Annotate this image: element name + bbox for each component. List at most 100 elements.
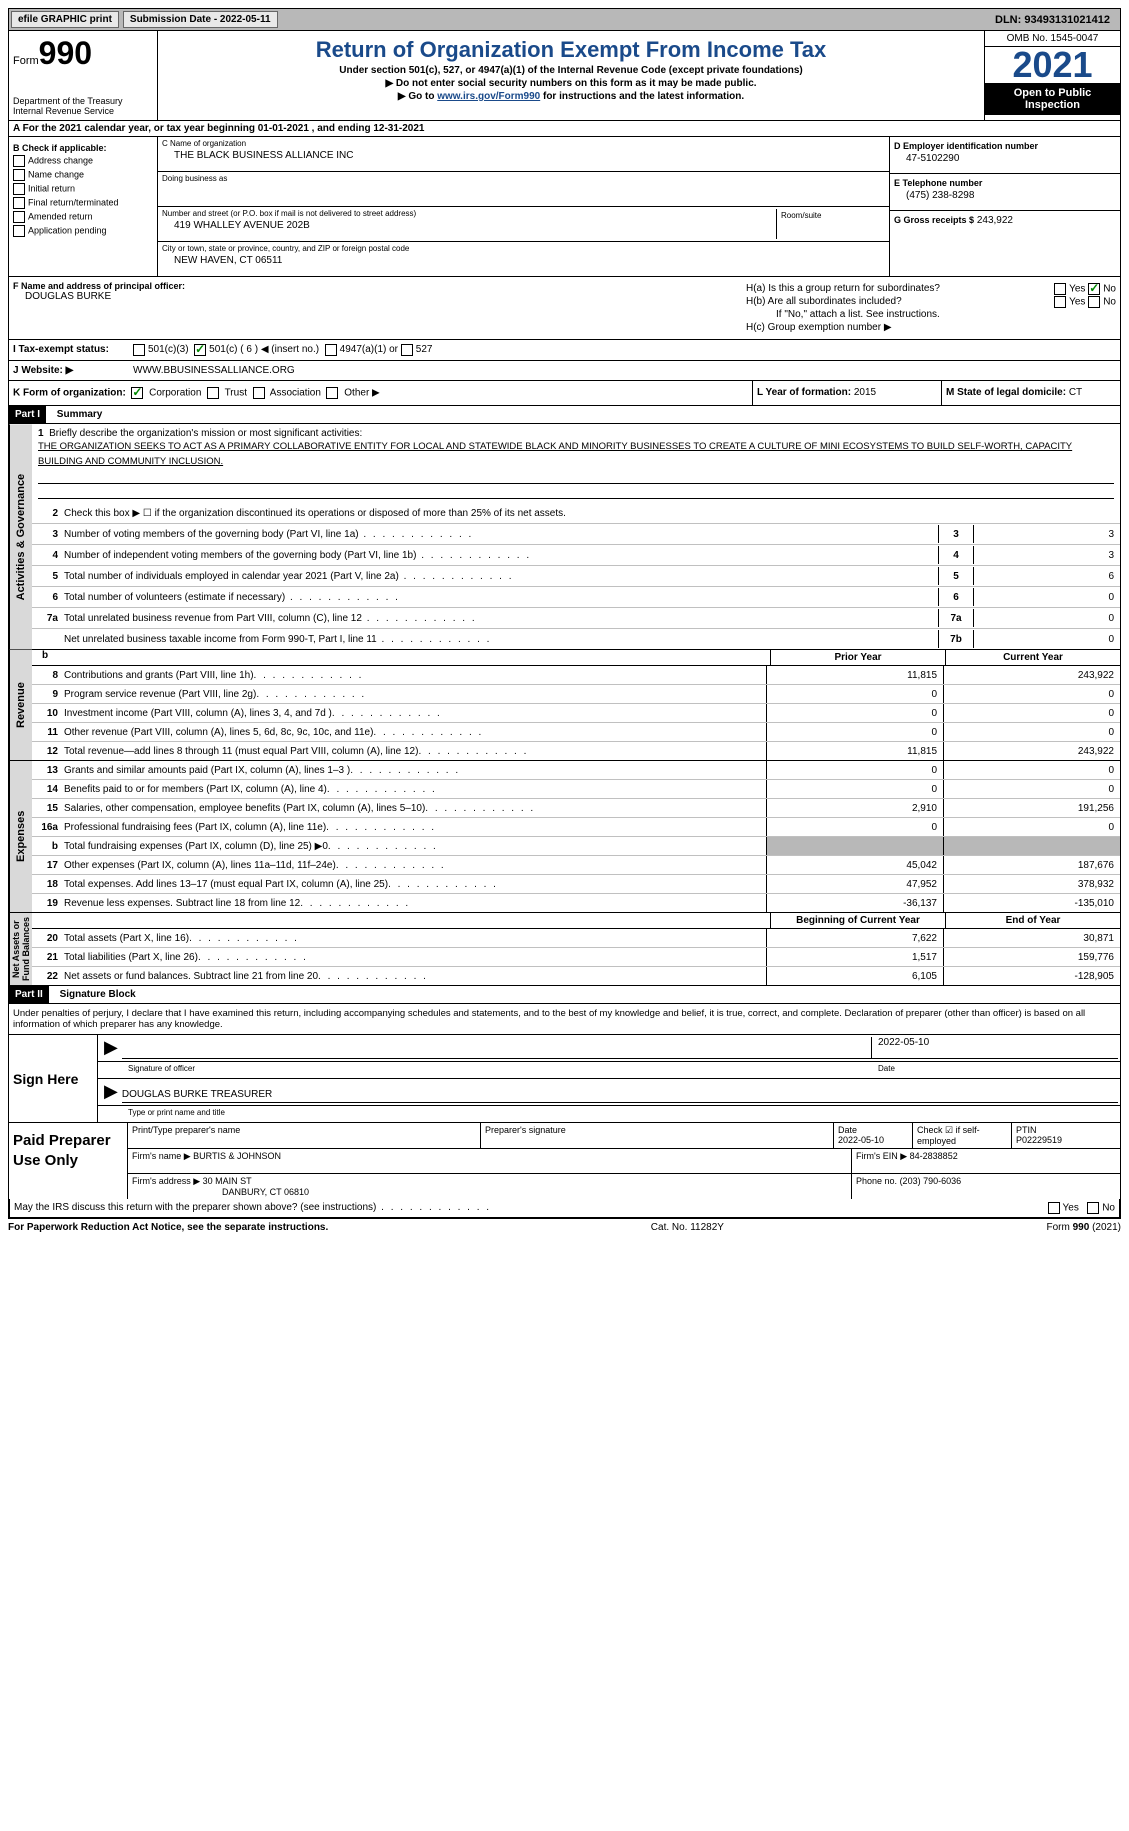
form-label: Form (13, 55, 39, 67)
prior-year-value (766, 837, 943, 855)
d-label: D Employer identification number (894, 141, 1116, 151)
ptin-label: PTIN (1016, 1125, 1037, 1135)
net-assets-section: Net Assets orFund Balances Beginning of … (8, 913, 1121, 986)
penalties-text: Under penalties of perjury, I declare th… (9, 1004, 1120, 1034)
discuss-no: No (1102, 1203, 1115, 1214)
current-year-value: 0 (943, 685, 1120, 703)
f-label: F Name and address of principal officer: (13, 281, 738, 291)
efile-print-button[interactable]: efile GRAPHIC print (11, 11, 119, 28)
ha-no: No (1103, 284, 1116, 295)
checkbox-initial[interactable] (13, 183, 25, 195)
street-label: Number and street (or P.O. box if mail i… (162, 209, 776, 218)
line-text: Professional fundraising fees (Part IX, … (64, 818, 766, 836)
line-number: 8 (32, 666, 64, 684)
501c-checkbox[interactable] (194, 344, 206, 356)
line-number: 19 (32, 894, 64, 912)
discuss-yes-checkbox[interactable] (1048, 1202, 1060, 1214)
checkbox-final[interactable] (13, 197, 25, 209)
street-value: 419 WHALLEY AVENUE 202B (162, 218, 776, 231)
table-row: 13Grants and similar amounts paid (Part … (32, 761, 1120, 780)
row-a-tax-year: A For the 2021 calendar year, or tax yea… (8, 121, 1121, 137)
prep-sig-label: Preparer's signature (481, 1123, 834, 1148)
tax-year: 2021 (985, 47, 1120, 83)
501c3-checkbox[interactable] (133, 344, 145, 356)
hb-yes-checkbox[interactable] (1054, 296, 1066, 308)
irs-link[interactable]: www.irs.gov/Form990 (437, 91, 540, 102)
line-number: 16a (32, 818, 64, 836)
prep-date-label: Date (838, 1125, 857, 1135)
line-number: 11 (32, 723, 64, 741)
page-footer: For Paperwork Reduction Act Notice, see … (8, 1219, 1121, 1236)
pending-label: Application pending (28, 225, 107, 235)
section-b: B Check if applicable: Address change Na… (8, 137, 1121, 277)
city-label: City or town, state or province, country… (162, 244, 885, 253)
prior-year-value: 7,622 (766, 929, 943, 947)
dln: DLN: 93493131021412 (995, 14, 1118, 26)
firm-name: BURTIS & JOHNSON (193, 1151, 281, 1161)
current-year-value: 0 (943, 704, 1120, 722)
row-a-pre: A For the 2021 calendar year, or tax yea… (13, 123, 258, 134)
current-year-value: 0 (943, 761, 1120, 779)
firm-phone: (203) 790-6036 (900, 1176, 962, 1186)
527-checkbox[interactable] (401, 344, 413, 356)
sign-here-label: Sign Here (9, 1035, 97, 1122)
hb-no-checkbox[interactable] (1088, 296, 1100, 308)
ha-yes: Yes (1069, 284, 1085, 295)
row-i: I Tax-exempt status: 501(c)(3) 501(c) ( … (8, 340, 1121, 361)
form-number: 990 (39, 35, 92, 71)
end-year-header: End of Year (945, 913, 1120, 928)
gross-receipts: 243,922 (977, 215, 1013, 226)
assoc-label: Association (270, 388, 321, 399)
line-number: 20 (32, 929, 64, 947)
line4-text: Number of independent voting members of … (64, 550, 938, 561)
line-text: Grants and similar amounts paid (Part IX… (64, 761, 766, 779)
line5-text: Total number of individuals employed in … (64, 571, 938, 582)
checkbox-amended[interactable] (13, 211, 25, 223)
line-text: Benefits paid to or for members (Part IX… (64, 780, 766, 798)
line4-value: 3 (974, 550, 1120, 561)
part2-title: Signature Block (52, 989, 136, 1000)
part2-header-row: Part II Signature Block (8, 986, 1121, 1004)
date-label: Date (878, 1064, 1118, 1076)
corp-checkbox[interactable] (131, 387, 143, 399)
discuss-no-checkbox[interactable] (1087, 1202, 1099, 1214)
form-subtitle-2: ▶ Do not enter social security numbers o… (162, 78, 980, 89)
dept-treasury: Department of the Treasury (13, 96, 153, 106)
h-a-label: H(a) Is this a group return for subordin… (746, 283, 940, 294)
current-year-value: 0 (943, 780, 1120, 798)
4947-checkbox[interactable] (325, 344, 337, 356)
firm-ein-label: Firm's EIN ▶ (856, 1151, 907, 1161)
line6-value: 0 (974, 592, 1120, 603)
current-year-value: -135,010 (943, 894, 1120, 912)
checkbox-pending[interactable] (13, 225, 25, 237)
ha-yes-checkbox[interactable] (1054, 283, 1066, 295)
trust-checkbox[interactable] (207, 387, 219, 399)
assoc-checkbox[interactable] (253, 387, 265, 399)
prior-year-value: 6,105 (766, 967, 943, 985)
other-checkbox[interactable] (326, 387, 338, 399)
line-text: Contributions and grants (Part VIII, lin… (64, 666, 766, 684)
row-f: F Name and address of principal officer:… (8, 277, 1121, 340)
line-number: 13 (32, 761, 64, 779)
dba-label: Doing business as (162, 174, 885, 183)
g-label: G Gross receipts $ (894, 215, 974, 225)
checkbox-name-change[interactable] (13, 169, 25, 181)
addr-change-label: Address change (28, 155, 93, 165)
current-year-value: 159,776 (943, 948, 1120, 966)
open-inspection: Open to Public Inspection (985, 83, 1120, 115)
form-header: Form990 Department of the Treasury Inter… (8, 31, 1121, 121)
officer-name: DOUGLAS BURKE (13, 291, 738, 302)
org-name: THE BLACK BUSINESS ALLIANCE INC (162, 148, 885, 161)
row-j: J Website: ▶ WWW.BBUSINESSALLIANCE.ORG (8, 361, 1121, 381)
ha-no-checkbox[interactable] (1088, 283, 1100, 295)
sig-arrow-icon-2: ▶ (100, 1081, 122, 1103)
sig-officer-label: Signature of officer (128, 1064, 878, 1076)
table-row: 9Program service revenue (Part VIII, lin… (32, 685, 1120, 704)
line-text: Program service revenue (Part VIII, line… (64, 685, 766, 703)
501c-label: 501(c) ( 6 ) ◀ (insert no.) (209, 344, 319, 356)
corp-label: Corporation (149, 388, 201, 399)
checkbox-address-change[interactable] (13, 155, 25, 167)
current-year-value: 30,871 (943, 929, 1120, 947)
vtab-revenue: Revenue (9, 650, 32, 760)
line-text: Other expenses (Part IX, column (A), lin… (64, 856, 766, 874)
